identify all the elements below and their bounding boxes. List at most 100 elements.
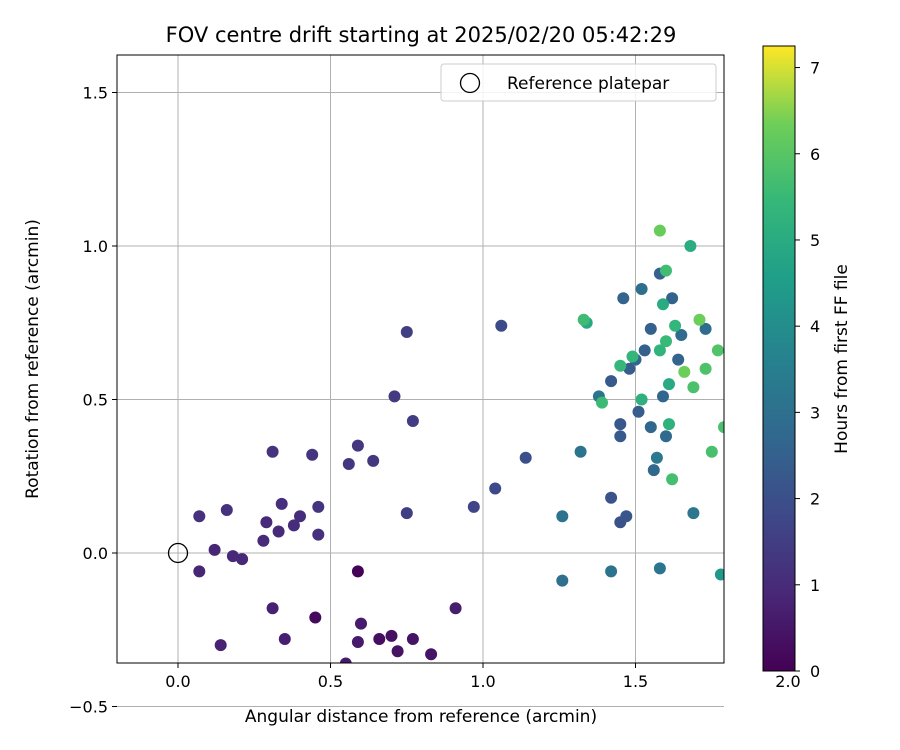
data-point: [614, 359, 627, 372]
y-axis-ticks: −0.50.00.51.01.52.02.53.0: [69, 84, 117, 717]
data-point: [880, 344, 892, 356]
data-point: [467, 500, 480, 513]
data-point: [294, 510, 306, 523]
data-point: [864, 228, 876, 240]
data-point: [306, 448, 319, 461]
data-point: [678, 365, 691, 378]
data-point: [635, 283, 648, 295]
data-point: [605, 491, 618, 504]
data-point: [889, 301, 900, 313]
data-point: [278, 633, 291, 645]
data-point: [635, 393, 648, 406]
data-point: [342, 458, 355, 470]
data-point: [797, 185, 809, 197]
data-point: [687, 381, 700, 394]
data-point: [846, 240, 858, 252]
data-point: [287, 519, 300, 532]
data-point: [647, 464, 660, 477]
colorbar-tick-label: 4: [810, 317, 820, 336]
data-point: [266, 602, 279, 615]
data-point: [742, 271, 754, 283]
colorbar-gradient: [762, 45, 796, 672]
data-point: [351, 636, 364, 648]
data-point: [309, 611, 322, 624]
data-point: [406, 633, 419, 645]
data-point: [400, 326, 413, 338]
data-point: [614, 418, 627, 431]
data-point: [745, 387, 757, 399]
x-tick-label: 1.0: [470, 672, 495, 691]
data-point: [867, 280, 879, 292]
data-point: [669, 319, 682, 332]
data-point: [312, 500, 325, 513]
data-point: [355, 617, 367, 630]
y-tick-label: −0.5: [69, 698, 108, 717]
data-point: [257, 534, 270, 547]
data-point: [687, 507, 700, 520]
colorbar-tick-label: 1: [810, 576, 820, 595]
colorbar-label: Hours from first FF file: [832, 264, 852, 454]
data-point: [388, 390, 401, 403]
data-point: [312, 528, 325, 541]
data-point: [684, 240, 697, 252]
data-point: [489, 482, 502, 495]
data-point: [852, 295, 864, 307]
data-point: [638, 344, 651, 357]
data-point: [416, 682, 428, 694]
reference-platepar-marker: [167, 542, 189, 564]
colorbar-tick-label: 2: [810, 490, 820, 509]
data-point: [675, 329, 688, 341]
data-point: [626, 350, 639, 363]
data-point: [852, 289, 864, 301]
colorbar-ticks: 0 1 2 3 4 5 6 7: [795, 59, 820, 681]
data-point: [495, 319, 508, 332]
data-point: [275, 497, 288, 510]
data-point: [874, 283, 886, 295]
data-point: [813, 338, 825, 350]
y-tick-label: 0.0: [83, 544, 108, 563]
data-point: [272, 525, 285, 538]
data-point: [666, 292, 679, 305]
x-axis-label: Angular distance from reference (arcmin): [245, 707, 597, 727]
data-point: [385, 629, 398, 642]
colorbar-tick-label: 3: [810, 403, 820, 422]
data-point: [596, 396, 608, 409]
data-point: [519, 451, 532, 464]
data-point: [745, 495, 757, 507]
data-point: [699, 362, 712, 375]
x-tick-label: 2.0: [775, 672, 800, 691]
data-point: [663, 378, 675, 391]
data-point: [663, 418, 675, 431]
data-point: [605, 565, 618, 578]
data-point: [752, 301, 764, 313]
data-point: [733, 298, 745, 310]
data-point: [718, 421, 724, 434]
data-point: [620, 510, 633, 523]
data-point: [724, 381, 736, 393]
x-tick-label: 0.5: [318, 672, 343, 691]
legend-marker-icon: [459, 72, 481, 94]
data-point: [449, 602, 462, 615]
data-point: [666, 473, 679, 486]
x-tick-label: 0.0: [165, 672, 190, 691]
y-axis-label: Rotation from reference (arcmin): [23, 219, 43, 499]
data-point: [883, 418, 895, 430]
data-point: [886, 265, 898, 277]
data-point: [236, 553, 249, 566]
data-point: [874, 320, 886, 332]
data-point: [425, 648, 438, 661]
data-point: [208, 543, 221, 556]
chart-title: FOV centre drift starting at 2025/02/20 …: [166, 23, 677, 47]
y-tick-label: 1.0: [83, 237, 108, 256]
colorbar-tick-label: 5: [810, 231, 820, 250]
data-point: [660, 430, 672, 443]
data-point: [391, 645, 404, 658]
data-point: [650, 451, 663, 464]
data-point: [556, 510, 569, 523]
data-point: [693, 313, 706, 326]
colorbar: 0 1 2 3 4 5 6 7 Hours from first FF file: [762, 45, 852, 681]
data-point: [705, 445, 718, 458]
data-point: [577, 313, 590, 326]
data-points: [193, 185, 900, 694]
data-point: [644, 322, 657, 335]
